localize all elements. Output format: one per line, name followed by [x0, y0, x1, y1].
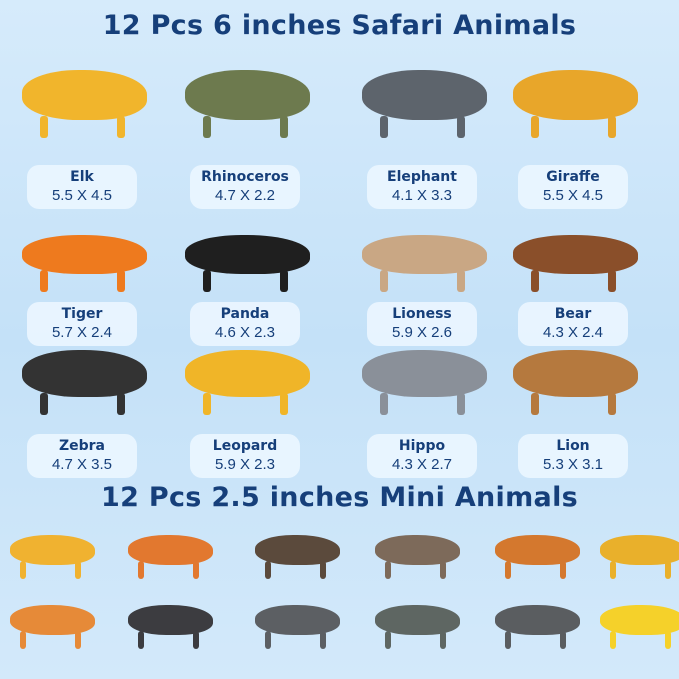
animal-name: Tiger [61, 306, 103, 322]
animal-label-card: Zebra 4.7 X 3.5 [27, 434, 137, 478]
animal-name: Lion [556, 438, 590, 454]
animal-size: 5.9 X 2.6 [391, 324, 453, 341]
animal-size: 5.5 X 4.5 [51, 187, 113, 204]
animal-name: Bear [554, 306, 592, 322]
animal-name: Zebra [58, 438, 106, 454]
mini-animal-figure [255, 535, 340, 579]
animal-label-card: Hippo 4.3 X 2.7 [367, 434, 477, 478]
animal-size: 4.3 X 2.4 [542, 324, 604, 341]
mini-animal-figure [600, 605, 679, 649]
animal-figure-rhinoceros [185, 70, 310, 138]
animal-size: 5.7 X 2.4 [51, 324, 113, 341]
mini-animal-figure [255, 605, 340, 649]
animal-name: Elephant [387, 169, 457, 185]
mini-animal-figure [495, 535, 580, 579]
animal-label-card: Lion 5.3 X 3.1 [518, 434, 628, 478]
animal-name: Lioness [392, 306, 452, 322]
mini-animal-figure [375, 535, 460, 579]
mini-animal-figure [10, 605, 95, 649]
animal-figure-hippo [362, 350, 487, 415]
animal-label-card: Giraffe 5.5 X 4.5 [518, 165, 628, 209]
animal-label-card: Tiger 5.7 X 2.4 [27, 302, 137, 346]
animal-size: 5.5 X 4.5 [542, 187, 604, 204]
mini-title: 12 Pcs 2.5 inches Mini Animals [100, 482, 578, 513]
mini-animal-figure [128, 535, 213, 579]
animal-figure-panda [185, 235, 310, 292]
animal-figure-elk [22, 70, 147, 138]
animal-figure-tiger [22, 235, 147, 292]
animal-size: 4.1 X 3.3 [391, 187, 453, 204]
animal-figure-bear [513, 235, 638, 292]
animal-size: 5.3 X 3.1 [542, 456, 604, 473]
animal-label-card: Elk 5.5 X 4.5 [27, 165, 137, 209]
animal-name: Rhinoceros [201, 169, 289, 185]
animal-figure-zebra [22, 350, 147, 415]
animal-label-card: Lioness 5.9 X 2.6 [367, 302, 477, 346]
animal-figure-giraffe [513, 70, 638, 138]
animal-label-card: Elephant 4.1 X 3.3 [367, 165, 477, 209]
mini-animal-figure [600, 535, 679, 579]
animal-label-card: Rhinoceros 4.7 X 2.2 [190, 165, 300, 209]
animal-name: Giraffe [546, 169, 600, 185]
animal-name: Hippo [398, 438, 446, 454]
animal-size: 4.6 X 2.3 [214, 324, 276, 341]
mini-animal-figure [495, 605, 580, 649]
animal-name: Panda [220, 306, 270, 322]
mini-animal-figure [128, 605, 213, 649]
mini-animal-figure [10, 535, 95, 579]
animal-name: Elk [70, 169, 94, 185]
animal-size: 4.7 X 3.5 [51, 456, 113, 473]
animal-label-card: Leopard 5.9 X 2.3 [190, 434, 300, 478]
animal-figure-leopard [185, 350, 310, 415]
animal-figure-lion [513, 350, 638, 415]
animal-label-card: Bear 4.3 X 2.4 [518, 302, 628, 346]
animal-label-card: Panda 4.6 X 2.3 [190, 302, 300, 346]
animal-figure-elephant [362, 70, 487, 138]
animal-name: Leopard [212, 438, 278, 454]
animal-figure-lioness [362, 235, 487, 292]
mini-animal-figure [375, 605, 460, 649]
animal-size: 4.3 X 2.7 [391, 456, 453, 473]
safari-title: 12 Pcs 6 inches Safari Animals [102, 10, 577, 41]
animal-size: 4.7 X 2.2 [214, 187, 276, 204]
animal-size: 5.9 X 2.3 [214, 456, 276, 473]
